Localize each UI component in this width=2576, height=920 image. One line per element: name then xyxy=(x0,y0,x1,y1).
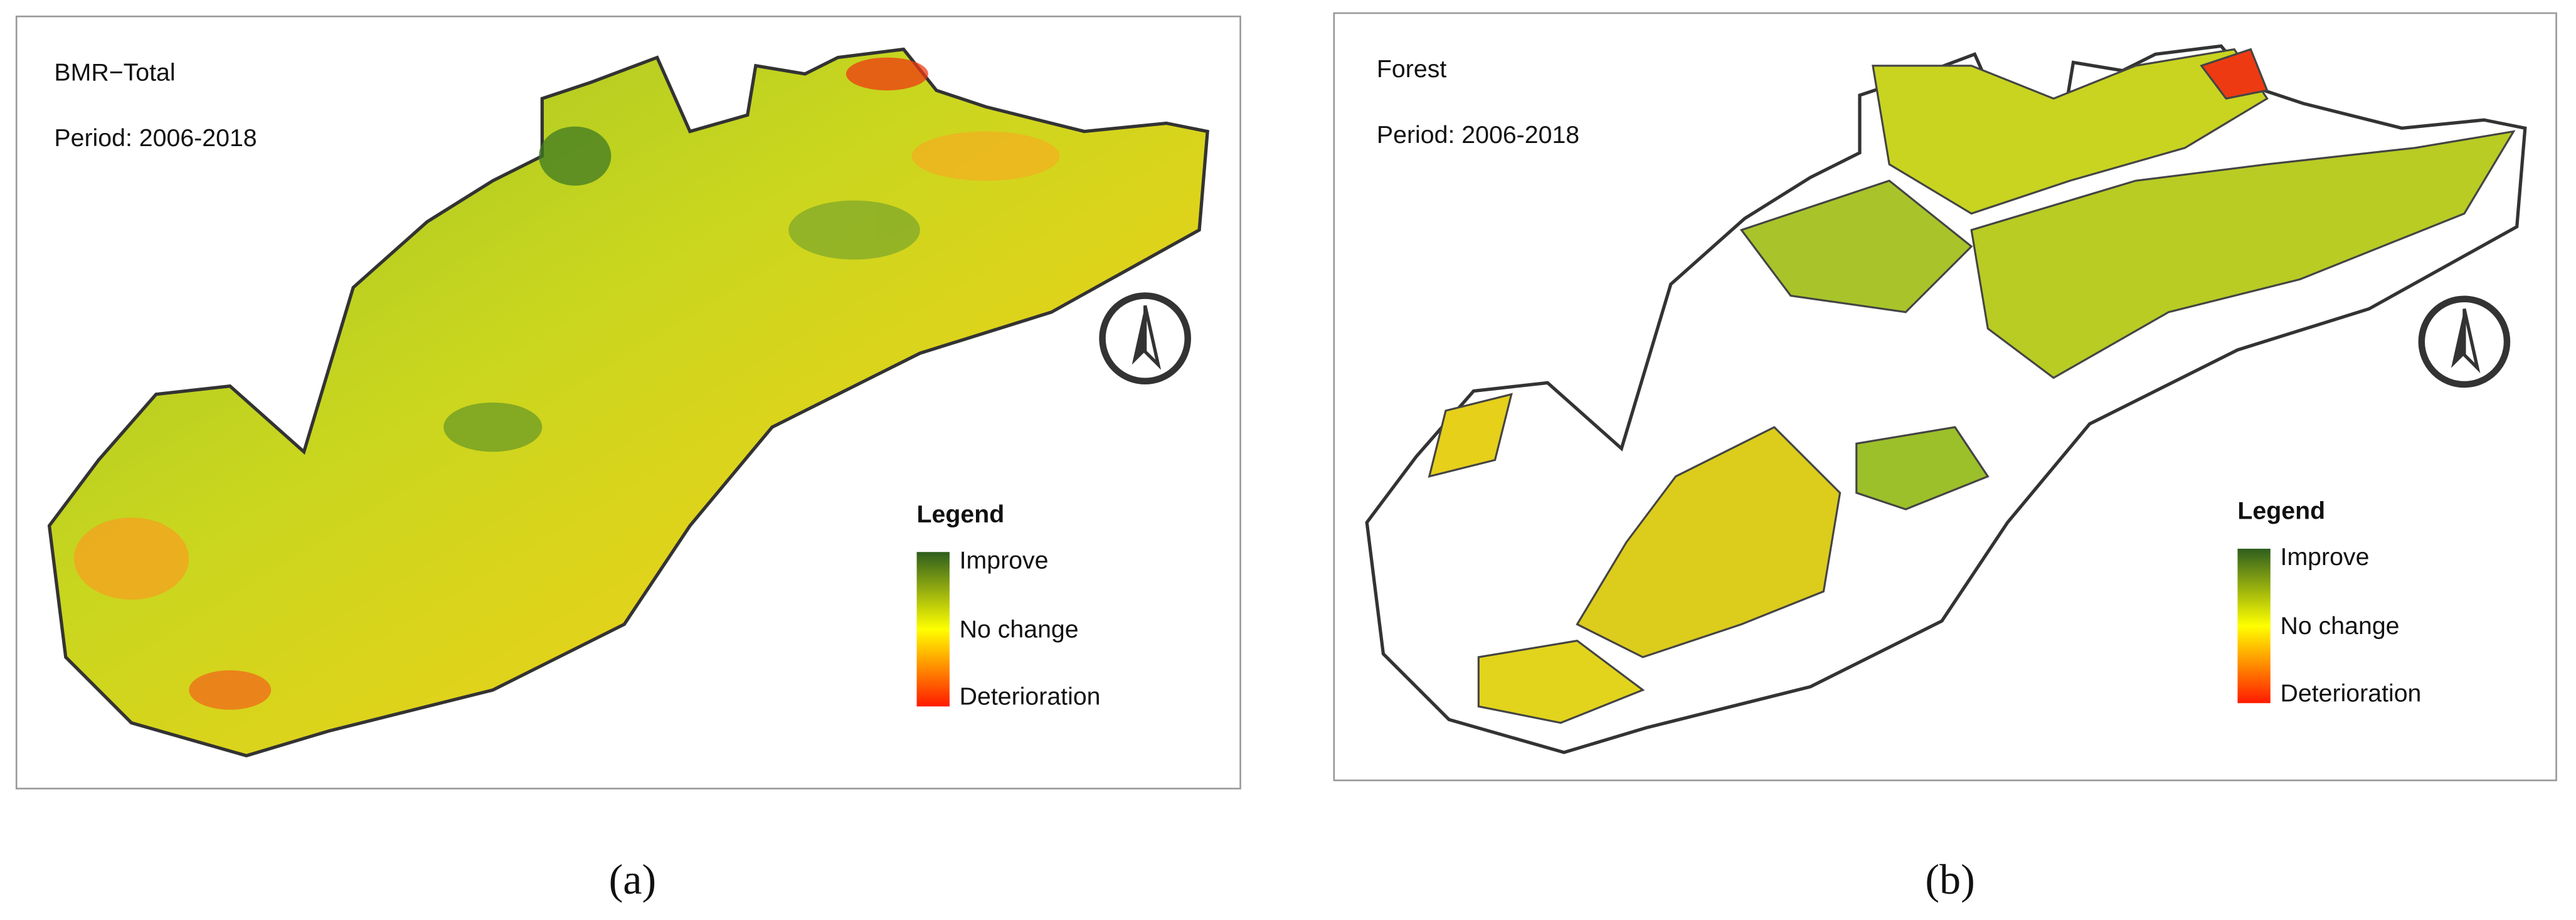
legend-label: Deterioration xyxy=(960,683,1101,711)
legend-label: Improve xyxy=(2281,543,2370,571)
north-arrow xyxy=(2418,295,2511,388)
north-arrow xyxy=(1099,292,1191,384)
legend-title: Legend xyxy=(2237,497,2325,525)
legend-label: Improve xyxy=(960,546,1049,574)
map-patches xyxy=(73,57,1060,710)
legend-label: No change xyxy=(960,615,1079,643)
period: Period: 2006-2018 xyxy=(54,124,257,152)
caption: (b) xyxy=(1925,855,1974,903)
map-title: Forest xyxy=(1377,55,1446,83)
legend-title: Legend xyxy=(917,500,1005,528)
period: Period: 2006-2018 xyxy=(1377,121,1579,149)
caption: (a) xyxy=(609,855,657,903)
panel-a: BMR−Total Period: 2006-2018 Legend Impro… xyxy=(15,15,1241,903)
legend-label: Deterioration xyxy=(2281,679,2422,707)
panel-b: Forest Period: 2006-2018 Legend Improve … xyxy=(1333,12,2557,903)
legend-label: No change xyxy=(2281,612,2400,640)
map-title: BMR−Total xyxy=(54,58,175,86)
legend-ramp xyxy=(916,552,950,707)
forest-patches xyxy=(1428,48,2516,724)
legend-ramp xyxy=(2237,548,2271,704)
